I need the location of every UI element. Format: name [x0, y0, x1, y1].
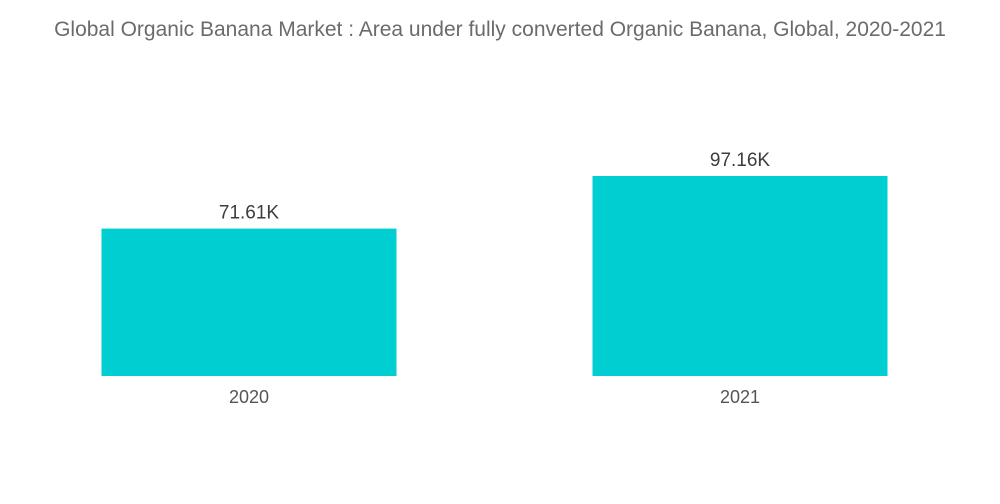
x-tick-label-2020: 2020 [229, 387, 269, 407]
bar-2020 [101, 228, 397, 376]
chart-title: Global Organic Banana Market : Area unde… [54, 18, 946, 41]
x-tick-label-2021: 2021 [720, 387, 760, 407]
data-label-2020: 71.61K [219, 203, 280, 224]
bar-2021 [592, 176, 888, 376]
data-label-2021: 97.16K [710, 150, 771, 171]
